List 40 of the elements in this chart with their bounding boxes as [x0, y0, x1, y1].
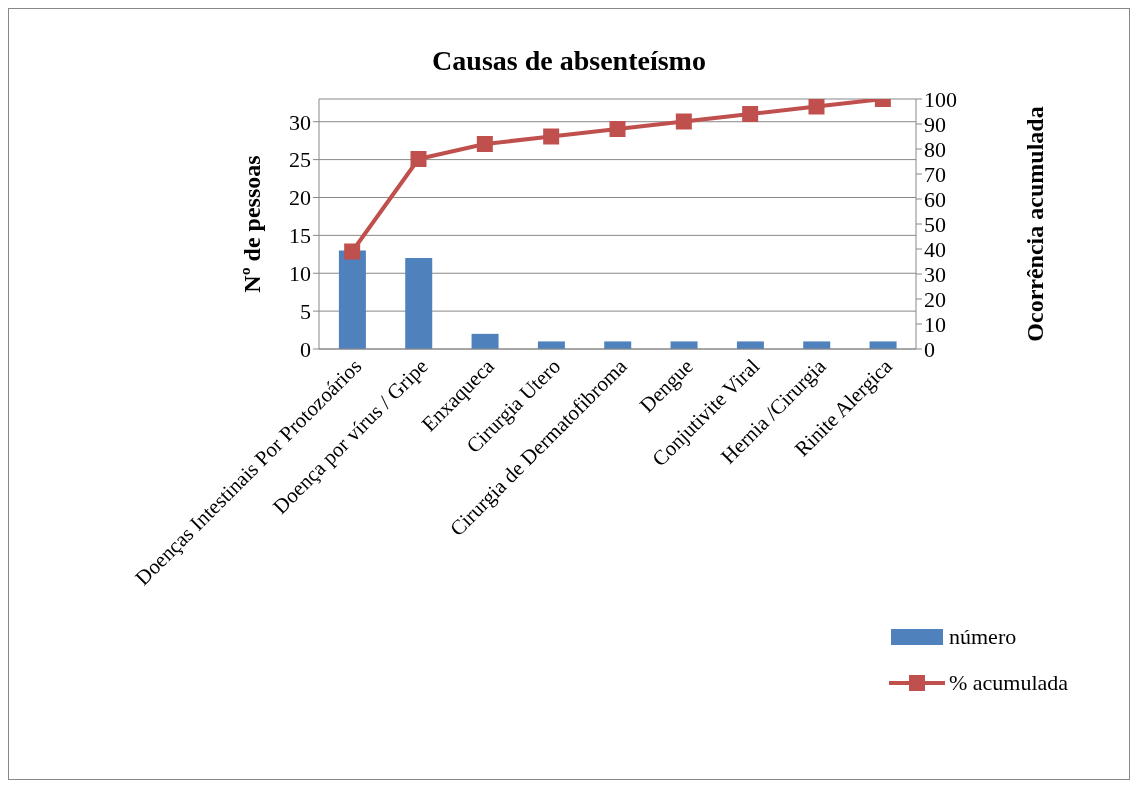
y2-tick-label: 30	[924, 261, 946, 287]
bar	[736, 341, 764, 349]
bar	[869, 341, 897, 349]
y2-tick-label: 40	[924, 236, 946, 262]
bar	[537, 341, 565, 349]
y2-tick-label: 80	[924, 136, 946, 162]
y-axis-title: Nº de pessoas	[238, 155, 265, 293]
y-tick-label: 30	[289, 109, 311, 135]
y-tick-label: 0	[300, 336, 311, 362]
bar	[803, 341, 831, 349]
chart-title: Causas de absenteísmo	[431, 45, 707, 77]
point	[675, 113, 692, 130]
legend-label: % acumulada	[949, 670, 1069, 696]
point	[543, 128, 560, 145]
bar	[338, 250, 366, 349]
point	[344, 243, 361, 260]
y2-tick-label: 100	[924, 86, 957, 112]
y-tick-label: 15	[289, 223, 311, 249]
y2-tick-label: 70	[924, 161, 946, 187]
bar	[670, 341, 698, 349]
y2-axis-title: Ocorrência acumulada	[1021, 106, 1048, 342]
y-tick-label: 10	[289, 261, 311, 287]
y2-tick-label: 60	[924, 186, 946, 212]
y2-tick-label: 10	[924, 311, 946, 337]
point	[609, 121, 626, 137]
bar	[405, 258, 433, 349]
point	[476, 136, 493, 152]
y-tick-label: 25	[289, 147, 311, 173]
bar	[604, 341, 632, 349]
y2-tick-label: 0	[924, 336, 935, 362]
y2-tick-label: 90	[924, 111, 946, 137]
bar	[471, 333, 499, 349]
point	[410, 151, 427, 167]
y-tick-label: 20	[289, 185, 311, 211]
legend-label: número	[949, 624, 1017, 650]
point	[742, 106, 759, 122]
y-tick-label: 5	[300, 298, 311, 324]
point	[808, 99, 825, 115]
y2-tick-label: 50	[924, 211, 946, 237]
y2-tick-label: 20	[924, 286, 946, 312]
